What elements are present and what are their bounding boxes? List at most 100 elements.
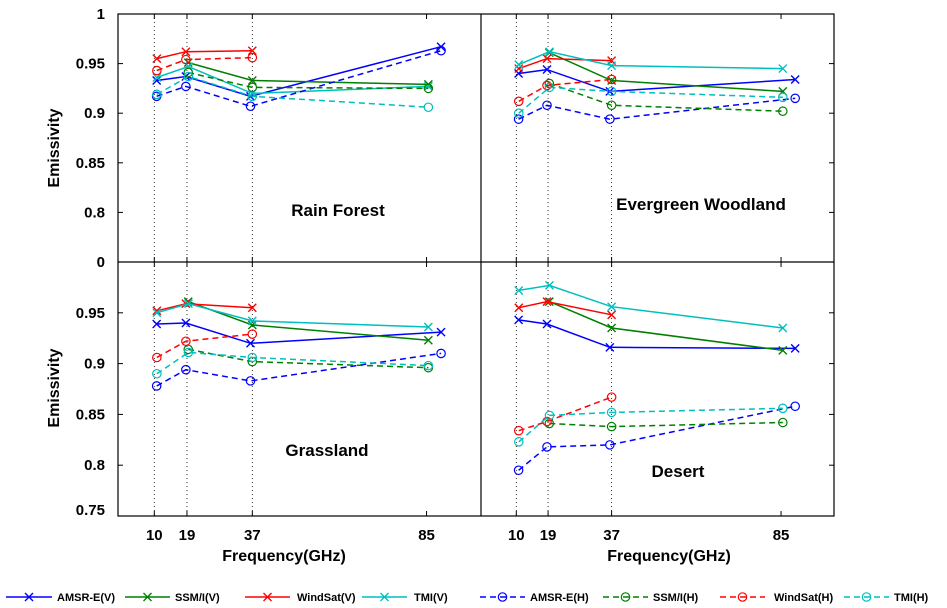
series-line [156, 49, 442, 108]
data-point [183, 67, 194, 78]
series-amsr-e-h- [151, 45, 446, 112]
y-tick-label: 0.9 [84, 356, 105, 373]
x-tick-label: 10 [508, 527, 525, 544]
y-tick-label: 0.85 [76, 406, 105, 423]
data-point [181, 47, 191, 57]
data-point [181, 336, 191, 347]
y-tick-label: 0.8 [84, 204, 105, 221]
y-tick-label: 1 [97, 6, 105, 23]
series-ssm-i-h- [544, 417, 788, 432]
series-line [549, 82, 783, 112]
series-ssm-i-v- [183, 58, 433, 89]
data-point [513, 114, 524, 124]
series-ssm-i-v- [544, 297, 788, 355]
series-line [156, 56, 253, 72]
series-line [518, 284, 783, 329]
series-ssm-i-v- [183, 297, 433, 345]
data-point [245, 101, 256, 112]
y-tick-label: 0.9 [84, 105, 105, 122]
data-point [544, 78, 555, 89]
series-windsat-h- [152, 329, 258, 363]
series-amsr-e-v- [514, 315, 800, 353]
data-point [514, 64, 524, 74]
legend-swatch-marker [497, 592, 508, 602]
data-point [152, 89, 162, 100]
data-point [181, 318, 191, 328]
legend-label: AMSR-E(V) [57, 592, 115, 604]
series-line [518, 407, 783, 443]
data-point [542, 100, 552, 111]
data-point [247, 75, 257, 85]
y-axis-label-top: Emissivity [46, 108, 63, 187]
series-tmi-v- [152, 299, 433, 332]
series-tmi-h- [152, 71, 434, 113]
data-point [436, 348, 446, 359]
legend-label: WindSat(H) [774, 592, 834, 604]
data-point [423, 335, 433, 345]
series-windsat-v- [152, 46, 257, 64]
series-ssm-i-h- [183, 344, 434, 373]
data-point [513, 108, 524, 118]
data-point [606, 421, 617, 432]
data-point [423, 81, 433, 91]
data-point [514, 303, 524, 313]
legend-item: AMSR-E(H) [480, 592, 589, 604]
legend-label: AMSR-E(H) [530, 592, 589, 604]
data-point [542, 319, 552, 329]
series-line [156, 351, 429, 375]
series-line [518, 50, 783, 70]
data-point [423, 102, 434, 113]
data-point [605, 440, 615, 450]
data-point [605, 114, 615, 124]
series-tmi-h- [513, 82, 788, 118]
data-point [152, 352, 162, 363]
data-point [152, 65, 162, 76]
series-amsr-e-h- [513, 401, 800, 476]
data-point [436, 327, 446, 337]
data-point [514, 60, 524, 70]
legend-item: TMI(H) [844, 592, 929, 604]
series-tmi-v- [514, 280, 788, 333]
x-axis-label-right: Frequency(GHz) [607, 548, 731, 565]
legend-swatch-marker [380, 592, 389, 602]
legend-item: WindSat(V) [245, 592, 356, 604]
data-point [152, 319, 162, 329]
series-line [518, 396, 612, 432]
data-point [544, 47, 554, 57]
data-point [790, 343, 800, 353]
panel-title-desert: Desert [652, 462, 705, 481]
series-tmi-h- [513, 403, 788, 447]
series-windsat-h- [513, 392, 617, 436]
series-windsat-h- [152, 52, 258, 76]
data-point [544, 280, 554, 290]
series-ssm-i-h- [544, 78, 788, 117]
data-point [183, 299, 193, 309]
data-point [513, 437, 524, 447]
panel-title-grassland: Grassland [285, 441, 368, 460]
data-point [183, 347, 194, 358]
data-point [790, 74, 800, 84]
data-point [778, 106, 788, 117]
data-point [790, 93, 800, 104]
x-axis-label-left: Frequency(GHz) [222, 548, 346, 565]
series-line [518, 68, 796, 93]
series-line [188, 348, 429, 369]
y-tick-label: 0 [97, 254, 105, 271]
data-point [778, 64, 788, 74]
data-point [606, 74, 617, 85]
legend-swatch-marker [24, 592, 34, 602]
y-tick-label: 0.8 [84, 457, 105, 474]
series-amsr-e-v- [514, 65, 800, 96]
x-tick-label: 85 [418, 527, 435, 544]
data-point [183, 71, 194, 82]
data-point [778, 323, 788, 333]
panel-title-evergreen-woodland: Evergreen Woodland [616, 195, 786, 214]
series-line [518, 319, 796, 350]
data-point [607, 61, 617, 71]
data-point [542, 80, 552, 91]
legend-item: WindSat(H) [720, 592, 834, 604]
panel-frames [117, 13, 835, 517]
x-tick-label: 19 [179, 527, 196, 544]
data-point [152, 75, 162, 85]
series-tmi-h- [152, 347, 434, 379]
